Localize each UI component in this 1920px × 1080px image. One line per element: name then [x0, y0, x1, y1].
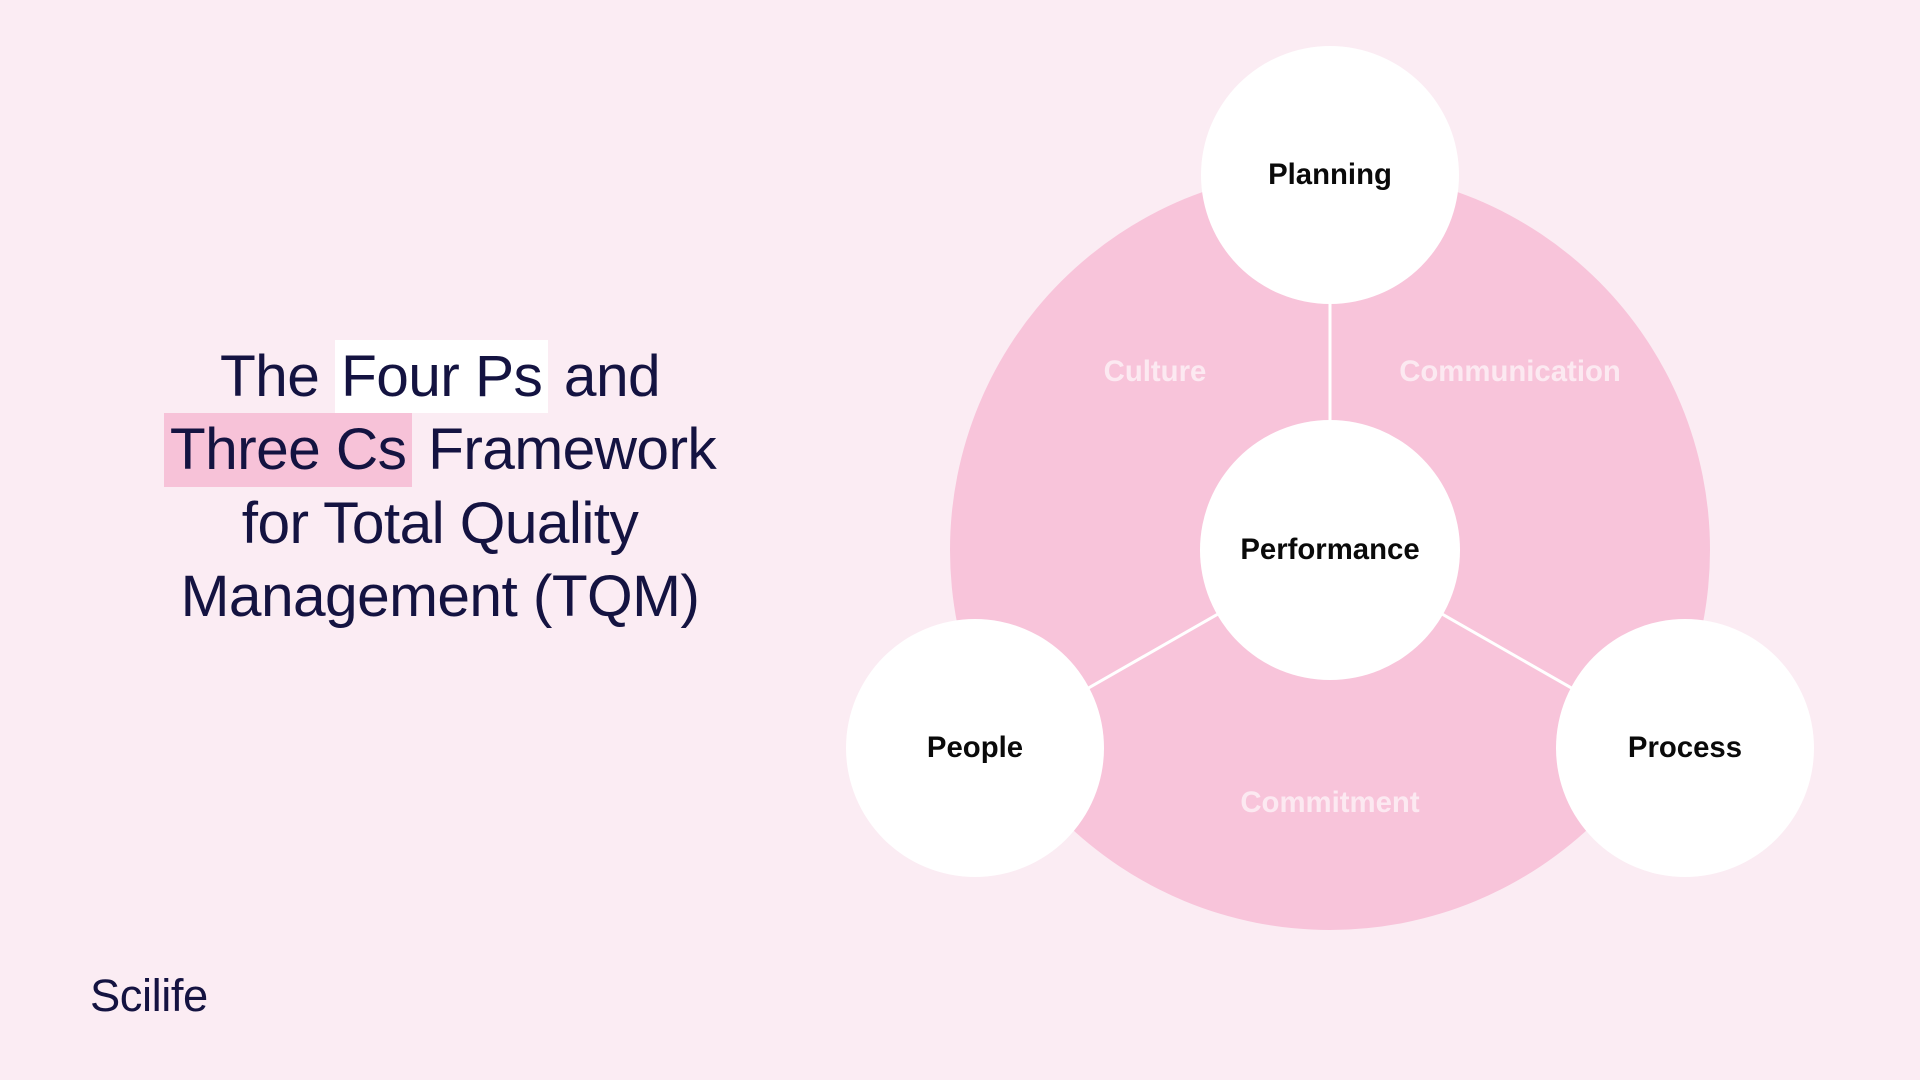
node-process-label: Process — [1628, 731, 1742, 765]
title-line-3: for Total Quality — [90, 487, 790, 560]
title-highlight-three-cs: Three Cs — [164, 413, 413, 486]
slide-canvas: The Four Ps and Three Cs Framework for T… — [0, 0, 1920, 1080]
node-performance-label: Performance — [1240, 533, 1419, 567]
title-line-1: The Four Ps and — [90, 340, 790, 413]
title-line1-suffix: and — [548, 344, 660, 409]
brand-label: Scilife — [90, 970, 208, 1022]
node-people: People — [846, 619, 1104, 877]
node-planning: Planning — [1201, 46, 1459, 304]
node-planning-label: Planning — [1268, 158, 1392, 192]
tqm-diagram: Planning People Process Performance Cult… — [820, 30, 1840, 1050]
title-line1-prefix: The — [220, 344, 335, 409]
title-highlight-four-ps: Four Ps — [335, 340, 548, 413]
title-block: The Four Ps and Three Cs Framework for T… — [90, 340, 790, 633]
title-line-4: Management (TQM) — [90, 560, 790, 633]
node-performance: Performance — [1200, 420, 1460, 680]
c-label-communication: Communication — [1310, 355, 1710, 389]
title-line2-suffix: Framework — [412, 417, 716, 482]
title-line-2: Three Cs Framework — [90, 413, 790, 486]
c-label-commitment: Commitment — [1130, 786, 1530, 820]
node-people-label: People — [927, 731, 1023, 765]
node-process: Process — [1556, 619, 1814, 877]
c-label-culture: Culture — [955, 355, 1355, 389]
